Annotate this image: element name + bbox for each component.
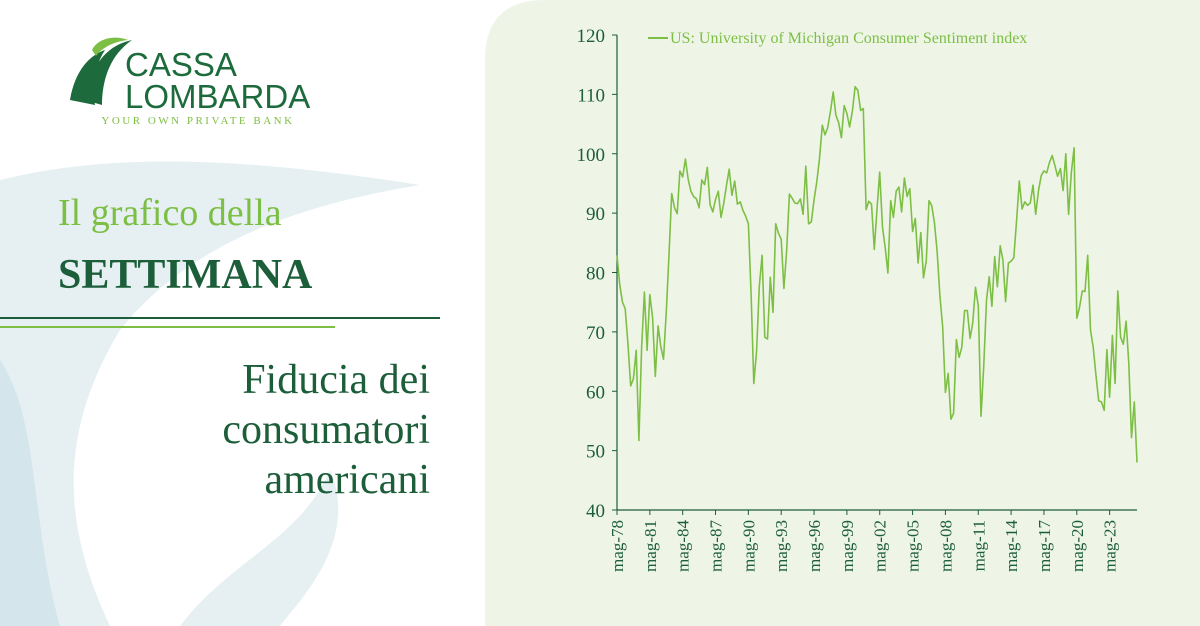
x-tick-label: mag-81 (641, 520, 660, 572)
plot: 40 50 60 70 80 90 100 110 120 mag-78 mag-81 mag-84 m… (577, 26, 1138, 572)
subject-line: americani (264, 457, 430, 503)
y-tick-label: 80 (586, 264, 605, 285)
y-tick-label: 120 (577, 26, 606, 47)
decoration (0, 161, 420, 626)
x-tick-label: mag-11 (969, 520, 988, 571)
y-tick-label: 40 (586, 501, 605, 522)
x-tick-label: mag-93 (772, 520, 791, 572)
subject-line: Fiducia dei (242, 357, 430, 403)
logo-text: LOMBARDA (125, 78, 310, 115)
x-tick-label: mag-23 (1101, 520, 1120, 572)
logo-tagline: YOUR OWN PRIVATE BANK (101, 115, 294, 127)
y-tick-label: 50 (586, 442, 605, 463)
y-tick-label: 90 (586, 204, 605, 225)
x-tick-label: mag-02 (871, 520, 890, 572)
y-tick-label: 70 (586, 323, 605, 344)
x-tick-label: mag-14 (1002, 520, 1021, 572)
series-line (616, 85, 1138, 463)
x-tick-label: mag-96 (805, 520, 824, 572)
x-tick-label: mag-08 (936, 520, 955, 572)
logo-mark (92, 37, 128, 56)
legend-label: US: University of Michigan Consumer Sent… (670, 30, 1027, 47)
heading-line: SETTIMANA (58, 252, 313, 298)
y-tick-label: 60 (586, 382, 605, 403)
y-tick-label: 110 (577, 85, 605, 106)
y-tick-label: 100 (577, 145, 606, 166)
heading-line: Il grafico della (58, 192, 282, 234)
decoration (180, 470, 339, 626)
x-tick-label: mag-90 (739, 520, 758, 572)
logo-mark (70, 40, 132, 105)
x-tick-label: mag-20 (1068, 520, 1087, 572)
logo-text: CASSA (125, 46, 237, 83)
x-tick-label: mag-78 (608, 520, 627, 572)
x-tick-label: mag-87 (707, 520, 726, 572)
x-tick-label: mag-17 (1035, 520, 1054, 572)
chart-panel (485, 0, 1200, 626)
subject-line: consumatori (222, 407, 430, 453)
decoration (0, 360, 60, 626)
x-tick-label: mag-05 (904, 520, 923, 572)
x-tick-label: mag-99 (838, 520, 857, 572)
x-tick-label: mag-84 (674, 520, 693, 572)
